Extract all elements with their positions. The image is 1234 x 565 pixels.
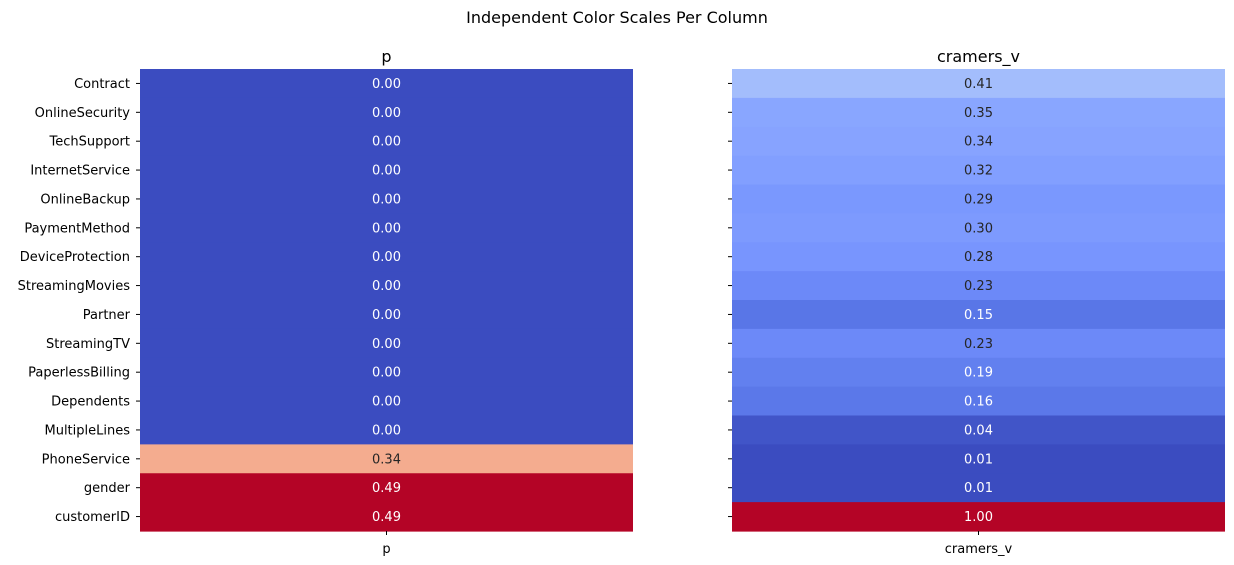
heatmap-cell — [140, 69, 633, 99]
heatmap-cell — [140, 242, 633, 272]
y-tick-label: Partner — [83, 308, 131, 323]
heatmap-panel-0: p 0.00 Contract 0.00 OnlineSecurity 0.00 TechS… — [18, 47, 633, 557]
heatmap-cell — [732, 69, 1225, 99]
heatmap-cell — [140, 271, 633, 301]
panel-title: cramers_v — [937, 47, 1020, 67]
heatmap-cell — [732, 502, 1225, 532]
figure-title: Independent Color Scales Per Column — [466, 8, 768, 27]
y-tick-label: customerID — [55, 510, 130, 525]
y-tick-label: gender — [84, 481, 131, 496]
cell-value-label: 0.00 — [372, 423, 401, 438]
cell-value-label: 0.01 — [964, 452, 993, 467]
cell-value-label: 0.41 — [964, 77, 993, 92]
heatmap-cell — [140, 300, 633, 330]
cell-value-label: 0.16 — [964, 395, 993, 410]
heatmap-cell — [732, 415, 1225, 445]
cell-value-label: 0.23 — [964, 337, 993, 352]
y-tick-label: PaymentMethod — [24, 221, 130, 236]
cell-value-label: 0.00 — [372, 221, 401, 236]
heatmap-panel-1: cramers_v 0.41 0.35 0.34 0.32 0.29 0.30 0.28 0.2… — [728, 47, 1225, 557]
heatmap-cell — [140, 328, 633, 359]
cell-value-label: 0.01 — [964, 481, 993, 496]
heatmap-cell — [140, 444, 633, 474]
cell-value-label: 0.00 — [372, 192, 401, 207]
heatmap-cell — [140, 155, 633, 186]
cell-value-label: 0.00 — [372, 77, 401, 92]
y-tick-label: PhoneService — [42, 452, 130, 467]
heatmap-cell — [732, 357, 1225, 388]
cell-value-label: 0.00 — [372, 308, 401, 323]
heatmap-cell — [732, 155, 1225, 186]
cell-value-label: 0.35 — [964, 106, 993, 121]
cell-value-label: 0.00 — [372, 135, 401, 150]
heatmap-cell — [732, 328, 1225, 359]
cell-value-label: 0.00 — [372, 279, 401, 294]
cell-value-label: 0.00 — [372, 164, 401, 179]
heatmap-cell — [732, 473, 1225, 503]
heatmap-cell — [140, 502, 633, 532]
cell-value-label: 0.34 — [964, 135, 993, 150]
cell-value-label: 0.23 — [964, 279, 993, 294]
heatmap-cell — [732, 97, 1225, 128]
cell-value-label: 0.00 — [372, 106, 401, 121]
cell-value-label: 0.00 — [372, 395, 401, 410]
heatmap-cell — [732, 300, 1225, 330]
heatmap-cell — [732, 242, 1225, 272]
cell-value-label: 0.32 — [964, 164, 993, 179]
cell-value-label: 0.00 — [372, 250, 401, 265]
y-tick-label: InternetService — [30, 164, 130, 179]
y-tick-label: Contract — [74, 77, 130, 92]
cell-value-label: 0.34 — [372, 452, 401, 467]
cell-value-label: 0.29 — [964, 192, 993, 207]
heatmap-cell — [732, 444, 1225, 474]
x-tick-label: cramers_v — [945, 542, 1013, 557]
cell-value-label: 0.28 — [964, 250, 993, 265]
x-tick-label: p — [382, 542, 390, 557]
y-tick-label: TechSupport — [48, 135, 130, 150]
cell-value-label: 0.30 — [964, 221, 993, 236]
heatmap-cell — [140, 357, 633, 388]
y-tick-label: PaperlessBilling — [28, 366, 130, 381]
cell-value-label: 0.15 — [964, 308, 993, 323]
cell-value-label: 0.49 — [372, 510, 401, 525]
y-tick-label: StreamingTV — [46, 337, 130, 352]
heatmap-cell — [732, 386, 1225, 417]
cell-value-label: 1.00 — [964, 510, 993, 525]
y-tick-label: Dependents — [51, 395, 130, 410]
cell-value-label: 0.00 — [372, 366, 401, 381]
cell-value-label: 0.19 — [964, 366, 993, 381]
cell-value-label: 0.04 — [964, 423, 993, 438]
heatmap-cell — [140, 97, 633, 128]
y-tick-label: StreamingMovies — [18, 279, 131, 294]
y-tick-label: MultipleLines — [44, 423, 130, 438]
heatmap-cell — [140, 415, 633, 445]
heatmap-cell — [140, 213, 633, 243]
panel-title: p — [381, 47, 391, 66]
heatmap-cell — [140, 126, 633, 157]
heatmap-cell — [140, 473, 633, 503]
y-tick-label: OnlineSecurity — [35, 106, 131, 121]
cell-value-label: 0.00 — [372, 337, 401, 352]
cell-value-label: 0.49 — [372, 481, 401, 496]
heatmap-cell — [732, 184, 1225, 214]
heatmap-cell — [732, 126, 1225, 157]
heatmap-cell — [140, 184, 633, 214]
y-tick-label: DeviceProtection — [20, 250, 130, 265]
y-tick-label: OnlineBackup — [40, 192, 130, 207]
heatmap-cell — [732, 213, 1225, 243]
heatmap-cell — [732, 271, 1225, 301]
heatmap-cell — [140, 386, 633, 417]
